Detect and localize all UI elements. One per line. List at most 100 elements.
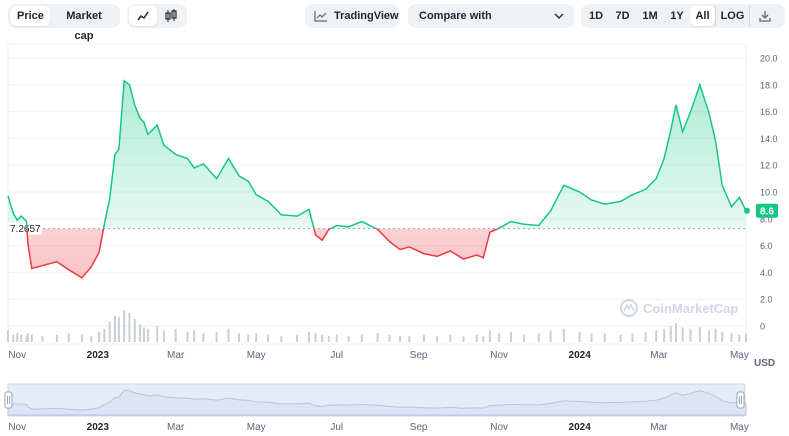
navigator-area	[7, 389, 747, 416]
range-1m[interactable]: 1M	[642, 10, 658, 22]
compare-with-label: Compare with	[419, 10, 492, 22]
volume-bar	[26, 333, 29, 342]
y-tick-label: 20.0	[760, 54, 778, 64]
volume-bar	[738, 334, 741, 342]
volume-bar	[20, 334, 23, 342]
volume-bar	[675, 323, 678, 342]
volume-bar	[335, 334, 338, 342]
volume-bar	[714, 328, 717, 342]
price-line	[7, 79, 747, 279]
currency-label: USD	[754, 358, 775, 369]
volume-bar	[562, 328, 565, 342]
navigator-x-tick-label: May	[730, 422, 749, 433]
y-tick-label: 6.0	[760, 241, 773, 251]
x-tick-label: 2023	[87, 350, 110, 361]
volume-bar	[449, 334, 452, 342]
tradingview-label: TradingView	[334, 10, 399, 22]
price-marketcap-toggle: Price Market cap	[8, 4, 120, 42]
navigator-x-tick-label: Nov	[490, 422, 508, 433]
volume-bar	[488, 330, 491, 342]
volume-bar	[255, 333, 258, 342]
chevron-down-icon	[554, 13, 564, 19]
volume-bar	[603, 333, 606, 342]
volume-bar	[422, 334, 425, 342]
volume-bar	[186, 331, 189, 342]
volume-bar	[41, 336, 44, 342]
navigator-x-tick-label: 2023	[87, 422, 110, 433]
range-navigator[interactable]	[4, 383, 747, 417]
volume-bar	[376, 333, 379, 342]
volume-bar	[247, 334, 250, 342]
compare-with-select[interactable]: Compare with	[408, 4, 574, 28]
range-selector: 1D 7D 1M 1Y All LOG	[581, 4, 785, 28]
volume-bar	[280, 336, 283, 342]
y-tick-label: 12.0	[760, 161, 778, 171]
market-cap-tab[interactable]: Market cap	[66, 10, 102, 42]
volume-bar	[360, 334, 363, 342]
tradingview-button[interactable]: TradingView	[305, 4, 399, 28]
volume-bar	[388, 334, 391, 342]
line-chart-icon[interactable]	[129, 6, 157, 26]
volume-bar	[655, 330, 658, 342]
volume-bar	[98, 331, 101, 342]
current-price-dot	[744, 207, 750, 214]
x-tick-label: Nov	[8, 350, 26, 361]
volume-bar	[482, 336, 485, 342]
volume-bar	[296, 334, 299, 342]
volume-bar	[55, 334, 58, 342]
chart-type-toggle	[127, 4, 187, 28]
volume-bar	[730, 333, 733, 342]
volume-bar	[16, 333, 19, 342]
volume-bar	[321, 334, 324, 342]
y-tick-label: 18.0	[760, 80, 778, 90]
x-tick-label: Jul	[330, 350, 343, 361]
watermark-text: CoinMarketCap	[643, 301, 738, 316]
x-tick-label: May	[730, 350, 749, 361]
volume-bar	[619, 334, 622, 342]
volume-bar	[162, 330, 165, 342]
range-1y[interactable]: 1Y	[670, 10, 684, 22]
volume-bar	[498, 333, 501, 342]
navigator-right-handle[interactable]	[736, 391, 745, 409]
volume-bar	[80, 334, 83, 342]
volume-bar	[215, 331, 218, 342]
volume-bar	[128, 312, 131, 342]
x-tick-label: 2024	[569, 350, 592, 361]
volume-bar	[314, 333, 317, 342]
price-chart[interactable]: CoinMarketCap 7.2657 0 2.0 4.0 6.0 8.0 10.0 12…	[0, 40, 789, 436]
volume-bar	[174, 328, 177, 342]
volume-bar	[117, 317, 120, 342]
volume-bar	[590, 333, 593, 342]
navigator-x-tick-label: Mar	[650, 422, 668, 433]
navigator-x-tick-label: Nov	[8, 422, 26, 433]
log-scale-toggle[interactable]: LOG	[715, 6, 749, 26]
price-tab[interactable]: Price	[10, 6, 50, 26]
volume-bar	[156, 326, 159, 342]
navigator-left-handle[interactable]	[4, 391, 13, 409]
volume-bar	[631, 333, 634, 342]
volume-bar	[108, 321, 111, 342]
volume-bar	[308, 331, 311, 342]
x-tick-label: Nov	[490, 350, 508, 361]
navigator-x-tick-label: 2024	[569, 422, 592, 433]
range-1d[interactable]: 1D	[588, 10, 604, 22]
x-tick-label: Sep	[410, 350, 428, 361]
x-tick-label: Mar	[167, 350, 185, 361]
range-all[interactable]: All	[690, 6, 715, 26]
volume-bar	[193, 330, 196, 342]
volume-bar	[462, 336, 465, 342]
price-line-up	[7, 79, 747, 229]
navigator-x-tick-label: Mar	[167, 422, 185, 433]
x-tick-label: May	[247, 350, 266, 361]
volume-bar	[721, 331, 724, 342]
range-7d[interactable]: 7D	[615, 10, 630, 22]
navigator-x-tick-label: Jul	[330, 422, 343, 433]
y-tick-label: 0	[760, 322, 765, 332]
current-price-badge: 8.6	[744, 203, 778, 218]
candlestick-icon[interactable]	[157, 6, 185, 26]
volume-bar	[90, 336, 93, 342]
volume-bars	[7, 310, 747, 342]
volume-bar	[698, 327, 701, 342]
volume-bar	[475, 334, 478, 342]
download-icon[interactable]	[749, 6, 779, 26]
